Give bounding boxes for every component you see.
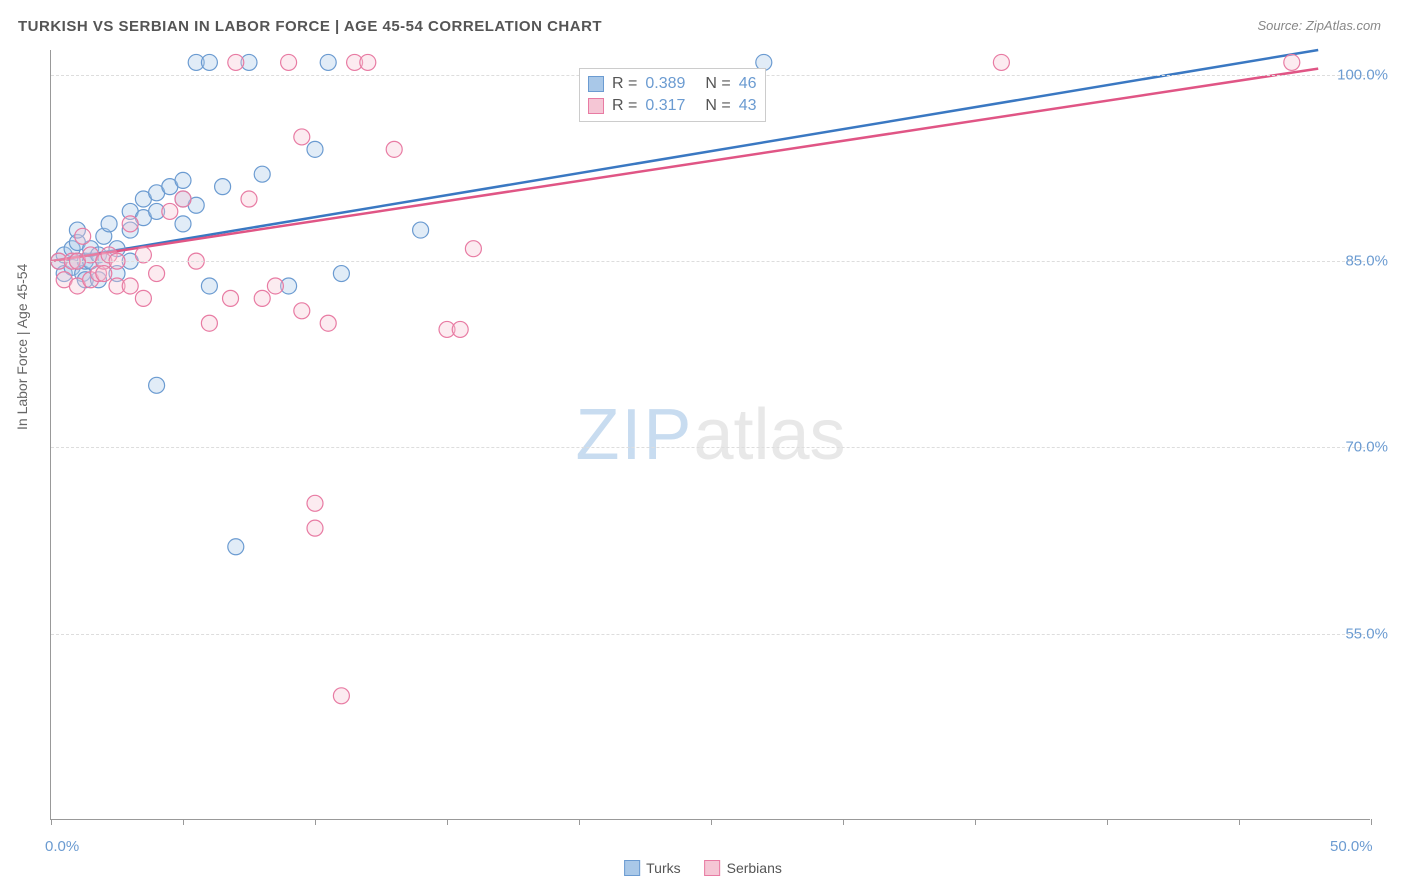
stats-swatch xyxy=(588,76,604,92)
data-point xyxy=(223,290,239,306)
data-point xyxy=(215,179,231,195)
data-point xyxy=(320,315,336,331)
legend-label: Turks xyxy=(646,860,680,876)
data-point xyxy=(149,377,165,393)
data-point xyxy=(175,191,191,207)
gridline xyxy=(51,634,1370,635)
plot-area: ZIPatlas R =0.389N =46R =0.317N =43 xyxy=(50,50,1370,820)
source-attribution: Source: ZipAtlas.com xyxy=(1257,18,1381,33)
x-tick xyxy=(1371,819,1372,825)
data-point xyxy=(254,290,270,306)
stats-swatch xyxy=(588,98,604,114)
legend: Turks Serbians xyxy=(624,860,782,876)
data-point xyxy=(149,266,165,282)
data-point xyxy=(241,191,257,207)
data-point xyxy=(254,166,270,182)
data-point xyxy=(333,688,349,704)
stats-row: R = 0.317 N = 43 xyxy=(588,95,757,117)
x-tick xyxy=(975,819,976,825)
data-point xyxy=(96,266,112,282)
stats-n-value: 43 xyxy=(739,97,757,115)
data-point xyxy=(122,216,138,232)
data-point xyxy=(281,54,297,70)
stats-n-label: N = xyxy=(705,75,730,93)
x-tick xyxy=(447,819,448,825)
data-point xyxy=(175,172,191,188)
data-point xyxy=(101,216,117,232)
data-point xyxy=(201,54,217,70)
legend-item: Serbians xyxy=(705,860,782,876)
x-tick xyxy=(315,819,316,825)
y-tick-label: 85.0% xyxy=(1345,253,1388,270)
data-point xyxy=(201,315,217,331)
data-point xyxy=(162,203,178,219)
data-point xyxy=(360,54,376,70)
y-tick-label: 70.0% xyxy=(1345,439,1388,456)
data-point xyxy=(228,539,244,555)
data-point xyxy=(135,290,151,306)
stats-r-label: R = xyxy=(612,97,637,115)
data-point xyxy=(294,303,310,319)
data-point xyxy=(993,54,1009,70)
x-tick xyxy=(1239,819,1240,825)
stats-r-label: R = xyxy=(612,75,637,93)
plot-svg xyxy=(51,50,1370,819)
data-point xyxy=(333,266,349,282)
data-point xyxy=(307,495,323,511)
data-point xyxy=(175,216,191,232)
stats-box: R = 0.389 N = 46 R = 0.317 N = 43 xyxy=(579,68,766,122)
gridline xyxy=(51,261,1370,262)
x-tick xyxy=(843,819,844,825)
x-tick xyxy=(183,819,184,825)
data-point xyxy=(267,278,283,294)
data-point xyxy=(307,520,323,536)
data-point xyxy=(122,278,138,294)
data-point xyxy=(320,54,336,70)
stats-r-value: 0.389 xyxy=(645,75,685,93)
data-point xyxy=(75,228,91,244)
data-point xyxy=(201,278,217,294)
data-point xyxy=(413,222,429,238)
gridline xyxy=(51,447,1370,448)
stats-n-label: N = xyxy=(705,97,730,115)
y-axis-label: In Labor Force | Age 45-54 xyxy=(14,264,30,430)
x-tick xyxy=(579,819,580,825)
x-tick-label: 0.0% xyxy=(45,838,79,855)
stats-n-value: 46 xyxy=(739,75,757,93)
data-point xyxy=(465,241,481,257)
legend-label: Serbians xyxy=(727,860,782,876)
data-point xyxy=(228,54,244,70)
legend-swatch xyxy=(624,860,640,876)
y-tick-label: 55.0% xyxy=(1345,625,1388,642)
legend-item: Turks xyxy=(624,860,680,876)
data-point xyxy=(294,129,310,145)
data-point xyxy=(386,141,402,157)
data-point xyxy=(307,141,323,157)
x-tick xyxy=(51,819,52,825)
data-point xyxy=(1284,54,1300,70)
chart-title: TURKISH VS SERBIAN IN LABOR FORCE | AGE … xyxy=(18,18,602,35)
legend-swatch xyxy=(705,860,721,876)
stats-r-value: 0.317 xyxy=(645,97,685,115)
data-point xyxy=(452,321,468,337)
y-tick-label: 100.0% xyxy=(1337,66,1388,83)
x-tick xyxy=(711,819,712,825)
chart-container: TURKISH VS SERBIAN IN LABOR FORCE | AGE … xyxy=(0,0,1406,892)
x-tick xyxy=(1107,819,1108,825)
stats-row: R = 0.389 N = 46 xyxy=(588,73,757,95)
x-tick-label: 50.0% xyxy=(1330,838,1373,855)
